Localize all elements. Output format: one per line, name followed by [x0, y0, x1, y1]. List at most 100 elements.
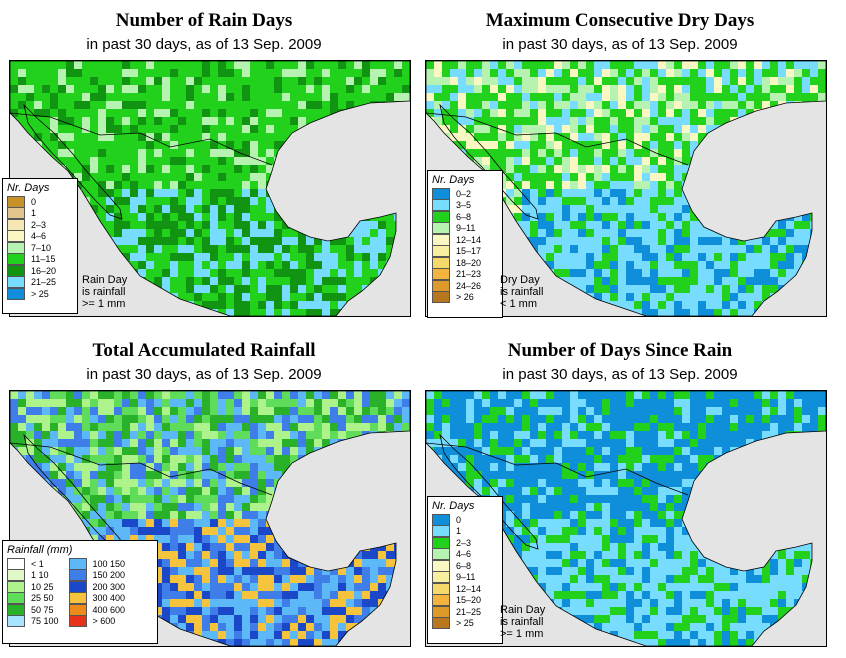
legend-label: > 25 [456, 618, 474, 629]
legend-item: 11–15 [7, 253, 73, 266]
note-line: is rainfall [500, 616, 544, 628]
legend-item: 75 100 [7, 615, 59, 628]
note-line: is rainfall [82, 286, 126, 298]
legend-title: Nr. Days [432, 500, 475, 512]
legend-swatch [68, 592, 87, 605]
legend-label: < 1 [31, 558, 44, 569]
legend-note: Dry Day is rainfall < 1 mm [500, 274, 543, 310]
legend-label: > 600 [92, 616, 116, 627]
legend-item: 3–5 [432, 199, 498, 212]
legend-item: 16–20 [7, 264, 73, 277]
legend-swatch [432, 256, 450, 269]
legend-label: 300 400 [92, 593, 126, 604]
legend-label: 7–10 [31, 242, 52, 253]
legend-swatch [7, 218, 25, 231]
legend-title: Nr. Days [7, 182, 50, 194]
legend-label: 75 100 [31, 616, 59, 627]
legend-item: 1 10 [7, 569, 59, 582]
legend-label: 0 [456, 514, 462, 525]
legend-label: 6–8 [456, 560, 472, 571]
legend-swatch [432, 605, 450, 618]
legend-item: 6–8 [432, 210, 498, 223]
country-border [10, 442, 273, 496]
note-line: >= 1 mm [82, 298, 126, 310]
legend-item: 4–6 [432, 548, 498, 561]
legend-items: 0 1 2–3 4–6 7–10 11–15 16–20 21–25 > 25 [7, 195, 73, 300]
panel-title: Maximum Consecutive Dry Days [485, 10, 755, 31]
legend-item: > 600 [68, 615, 126, 628]
note-line: Rain Day [500, 604, 546, 616]
legend-swatch [7, 569, 25, 582]
coastline [23, 103, 123, 220]
legend-swatch [432, 559, 450, 572]
legend-item: 2–3 [432, 536, 498, 549]
legend-item: 10 25 [7, 580, 59, 593]
panel-title: Number of Rain Days [115, 10, 293, 31]
coastline [10, 391, 410, 646]
legend-label: > 26 [456, 292, 474, 303]
legend-swatch [432, 525, 450, 538]
legend-swatch [432, 222, 450, 235]
legend-swatch [432, 268, 450, 281]
legend-item: 7–10 [7, 241, 73, 254]
legend-note: Rain Day is rainfall >= 1 mm [500, 604, 545, 640]
legend-item: 0 [432, 513, 498, 526]
legend-item: 12–14 [432, 233, 498, 246]
legend-swatch [432, 571, 450, 584]
legend-item: 9–11 [432, 571, 498, 584]
legend-swatch [68, 569, 87, 582]
legend-item: 1 [7, 207, 73, 220]
legend-label: 9–11 [456, 572, 476, 583]
legend-swatch [7, 264, 25, 277]
legend-swatch [7, 230, 25, 243]
panel-title: Total Accumulated Rainfall [92, 340, 316, 361]
legend-item: 50 75 [7, 603, 59, 616]
legend-item: 21–25 [432, 605, 498, 618]
legend-label: 1 [31, 208, 37, 219]
legend-swatch [68, 557, 87, 570]
legend-item: 100 150 [68, 557, 125, 570]
legend-label: 400 600 [92, 604, 126, 615]
coastline [439, 103, 539, 220]
legend-label: 11–15 [31, 254, 56, 265]
legend-swatch [7, 557, 25, 570]
panel-dry-days: Maximum Consecutive Dry Days in past 30 … [416, 0, 827, 320]
legend-swatch [7, 207, 25, 220]
country-border [426, 112, 689, 166]
legend-label: 0–2 [456, 188, 472, 199]
legend-swatch [432, 513, 450, 526]
coastline [439, 433, 539, 550]
legend-label: 12–14 [456, 583, 482, 594]
legend-label: 24–26 [456, 280, 482, 291]
legend-swatch [432, 187, 450, 200]
legend-item: 1 [432, 525, 498, 538]
legend-swatch [432, 617, 450, 630]
rain-days-map [9, 60, 411, 317]
legend-label: 25 50 [31, 593, 54, 604]
legend-label: 6–8 [456, 211, 472, 222]
legend-item: 21–25 [7, 276, 73, 289]
legend-swatch [432, 233, 450, 246]
legend-item: 25 50 [7, 592, 59, 605]
panel-subtitle: in past 30 days, as of 13 Sep. 2009 [86, 36, 322, 53]
legend: Nr. Days 0–2 3–5 6–8 9–11 12–14 15–17 18–20 21–… [427, 170, 503, 318]
legend-swatch [432, 245, 450, 258]
legend-label: 2–3 [456, 537, 472, 548]
legend-swatch [7, 253, 25, 266]
legend-swatch [68, 603, 87, 616]
country-border [10, 112, 273, 166]
legend-swatch [432, 548, 450, 561]
panel-days-since-rain: Number of Days Since Rain in past 30 day… [416, 330, 827, 650]
legend-item: < 1 [7, 557, 59, 570]
legend-item: 0 [7, 195, 73, 208]
legend-item: 18–20 [432, 256, 498, 269]
legend-item: 400 600 [68, 603, 126, 616]
legend-items: 0 1 2–3 4–6 6–8 9–11 12–14 15–20 21–25 > 25 [432, 513, 498, 630]
legend-label: 2–3 [31, 219, 47, 230]
panel-rain-days: Number of Rain Days in past 30 days, as … [0, 0, 411, 320]
legend-label: 4–6 [456, 549, 472, 560]
legend-swatch [432, 279, 450, 292]
panel-subtitle: in past 30 days, as of 13 Sep. 2009 [86, 366, 322, 383]
legend-item: 21–23 [432, 268, 498, 281]
legend-item: 4–6 [7, 230, 73, 243]
